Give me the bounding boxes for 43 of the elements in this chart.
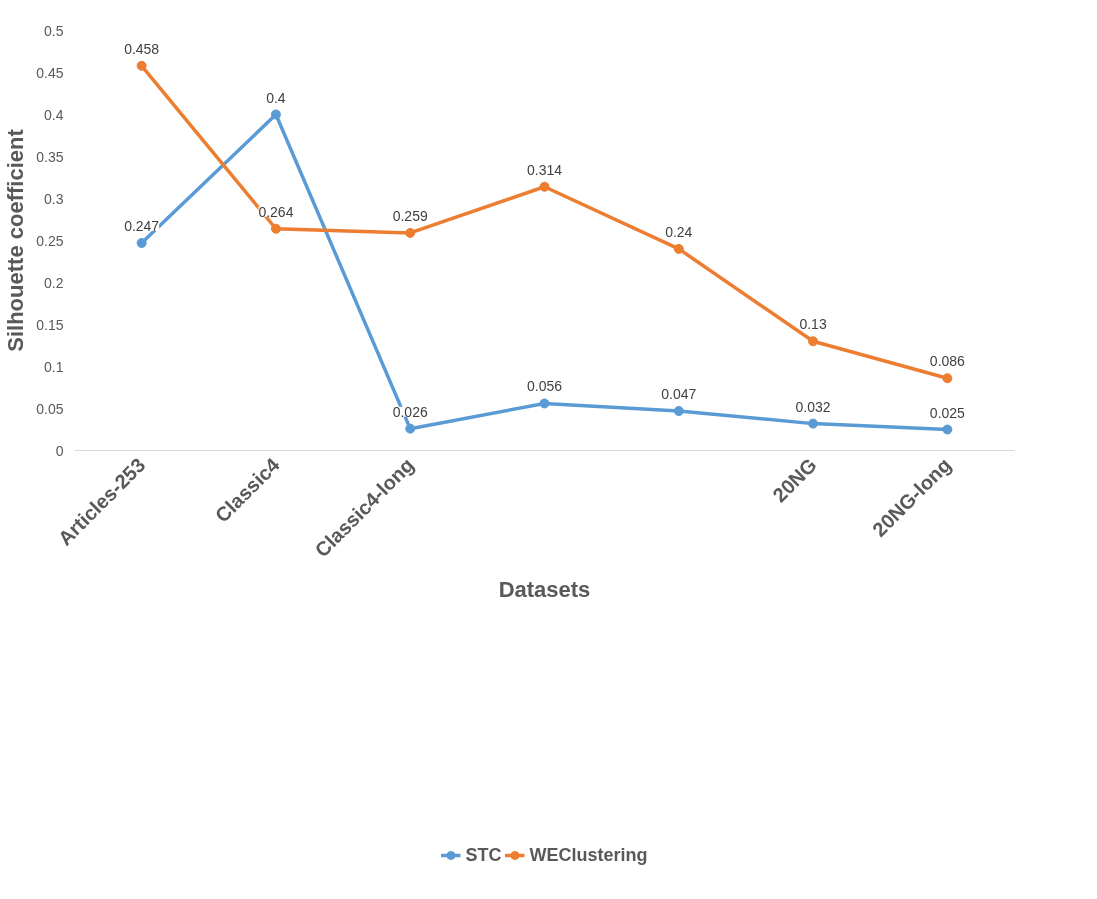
data-label: 0.458	[124, 40, 160, 57]
x-axis-title: Datasets	[498, 577, 591, 603]
data-label: 0.056	[526, 378, 563, 395]
data-label: 0.086	[929, 353, 966, 370]
data-label: 0.025	[929, 404, 966, 421]
y-tick-label: 0.15	[36, 316, 64, 333]
point	[136, 238, 147, 249]
data-label: 0.264	[258, 203, 294, 220]
data-label: 0.314	[526, 161, 563, 178]
y-tick-label: 0.35	[36, 148, 64, 165]
data-label: 0.247	[124, 218, 160, 235]
data-label: 0.032	[795, 398, 831, 415]
y-tick-label: 0.5	[44, 22, 64, 39]
y-tick-label: 0.3	[44, 190, 64, 207]
y-tick-label: 0	[55, 442, 64, 459]
point	[539, 181, 550, 192]
legend-label: WEClustering	[529, 844, 648, 866]
point	[405, 423, 416, 434]
data-label: 0.24	[665, 223, 693, 240]
point	[270, 109, 281, 120]
point	[808, 336, 819, 347]
point	[405, 227, 416, 238]
data-label: 0.13	[799, 316, 827, 333]
point	[673, 243, 684, 254]
data-label: 0.4	[266, 89, 286, 106]
point	[942, 373, 953, 384]
point	[808, 418, 819, 429]
y-tick-label: 0.4	[44, 106, 64, 123]
y-axis-title: Silhouette coefficient	[3, 128, 29, 352]
point	[136, 60, 147, 71]
y-tick-label: 0.1	[44, 358, 64, 375]
y-tick-label: 0.45	[36, 64, 64, 81]
point	[539, 398, 550, 409]
point	[270, 223, 281, 234]
y-tick-label: 0.2	[44, 274, 64, 291]
y-tick-label: 0.05	[36, 400, 64, 417]
y-tick-label: 0.25	[36, 232, 64, 249]
data-label: 0.259	[392, 207, 428, 224]
data-label: 0.026	[392, 403, 428, 420]
legend-label: STC	[465, 844, 502, 866]
point	[673, 406, 684, 417]
point	[942, 424, 953, 435]
data-label: 0.047	[661, 386, 697, 403]
